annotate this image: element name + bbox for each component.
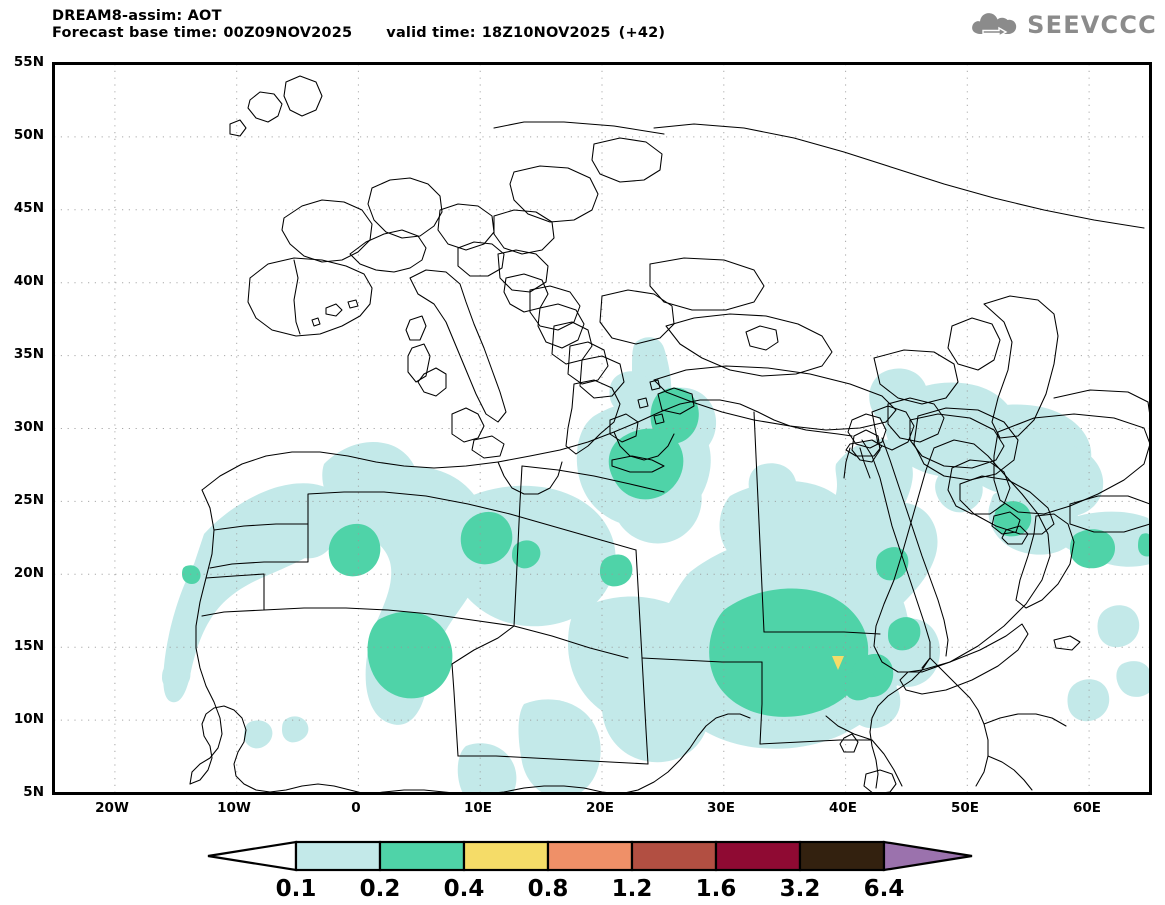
chart-header: DREAM8-assim: AOT Forecast base time: 00Z… bbox=[52, 8, 665, 42]
colorbar-under-cap bbox=[207, 840, 298, 872]
colorbar-swatches bbox=[207, 840, 973, 872]
colorbar-swatch-0.2 bbox=[378, 840, 466, 872]
xtick-10W: 10W bbox=[217, 800, 251, 816]
ytick-40N: 40N bbox=[13, 273, 44, 289]
model-title: DREAM8-assim: AOT bbox=[52, 8, 222, 24]
colorbar-swatch-0.4 bbox=[462, 840, 550, 872]
seevccc-logo: SEEVCCC bbox=[969, 10, 1157, 40]
base-time-value: 00Z09NOV2025 bbox=[223, 25, 353, 41]
ytick-45N: 45N bbox=[13, 200, 44, 216]
colorbar-over-cap bbox=[882, 840, 973, 872]
ytick-15N: 15N bbox=[13, 638, 44, 654]
map-outlines bbox=[189, 75, 1150, 793]
ytick-55N: 55N bbox=[13, 54, 44, 70]
colorbar-tick-1.6: 1.6 bbox=[695, 876, 737, 902]
colorbar-tick-6.4: 6.4 bbox=[863, 876, 905, 902]
xtick-0: 0 bbox=[351, 800, 361, 816]
logo-text: SEEVCCC bbox=[1027, 11, 1157, 39]
colorbar-swatch-0.8 bbox=[546, 840, 634, 872]
colorbar-swatch-3.2 bbox=[798, 840, 886, 872]
ytick-30N: 30N bbox=[13, 419, 44, 435]
base-time-label: Forecast base time: bbox=[52, 25, 218, 41]
colorbar-tick-0.1: 0.1 bbox=[275, 876, 317, 902]
ytick-5N: 5N bbox=[23, 784, 44, 800]
colorbar-tick-0.8: 0.8 bbox=[527, 876, 569, 902]
valid-time-label: valid time: bbox=[386, 25, 476, 41]
colorbar-tick-1.2: 1.2 bbox=[611, 876, 653, 902]
xtick-10E: 10E bbox=[463, 800, 492, 816]
aot-layer-0.4 bbox=[832, 656, 844, 670]
cloud-icon bbox=[972, 13, 1017, 38]
xtick-20E: 20E bbox=[585, 800, 614, 816]
colorbar-tick-0.2: 0.2 bbox=[359, 876, 401, 902]
xtick-30E: 30E bbox=[706, 800, 735, 816]
lead-time-value: (+42) bbox=[618, 25, 666, 41]
map-canvas bbox=[54, 64, 1150, 793]
xtick-40E: 40E bbox=[828, 800, 857, 816]
xtick-50E: 50E bbox=[950, 800, 979, 816]
xtick-60E: 60E bbox=[1072, 800, 1101, 816]
map-plot-area bbox=[52, 62, 1152, 795]
colorbar-tick-0.4: 0.4 bbox=[443, 876, 485, 902]
colorbar-swatch-1.2 bbox=[630, 840, 718, 872]
ytick-35N: 35N bbox=[13, 346, 44, 362]
time-line: Forecast base time: 00Z09NOV2025 valid tim… bbox=[52, 25, 665, 42]
colorbar: 0.1 0.2 0.4 0.8 1.2 1.6 3.2 6.4 bbox=[0, 836, 1165, 902]
ytick-20N: 20N bbox=[13, 565, 44, 581]
ytick-50N: 50N bbox=[13, 127, 44, 143]
ytick-10N: 10N bbox=[13, 711, 44, 727]
colorbar-swatch-0.1 bbox=[294, 840, 382, 872]
colorbar-swatch-1.6 bbox=[714, 840, 802, 872]
xtick-20W: 20W bbox=[95, 800, 129, 816]
ytick-25N: 25N bbox=[13, 492, 44, 508]
colorbar-tick-3.2: 3.2 bbox=[779, 876, 821, 902]
valid-time-value: 18Z10NOV2025 bbox=[481, 25, 611, 41]
